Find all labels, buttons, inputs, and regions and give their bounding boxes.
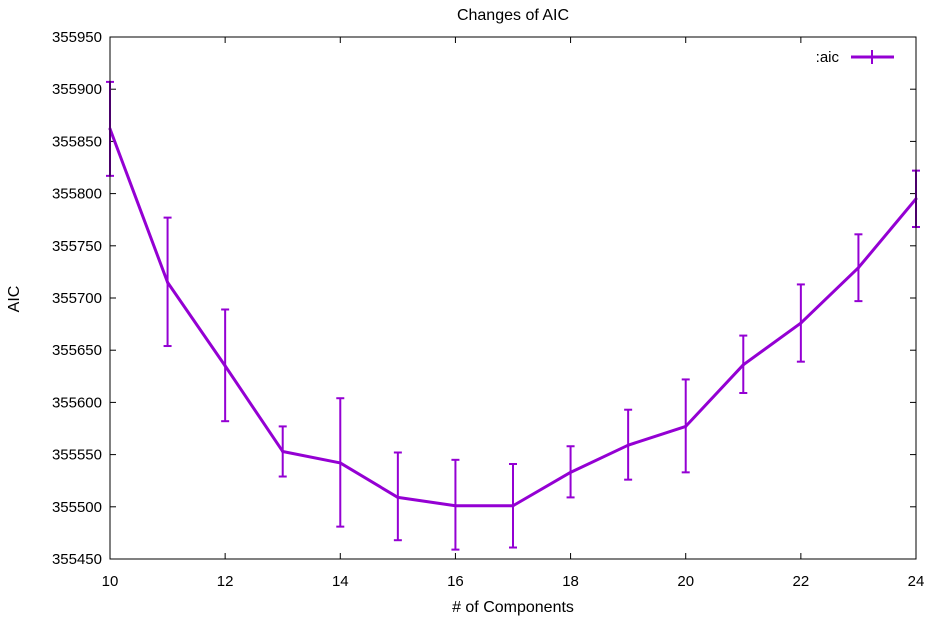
data-point bbox=[166, 280, 170, 284]
y-tick-label: 355950 bbox=[52, 29, 102, 46]
series-lines bbox=[108, 127, 918, 508]
x-tick-label: 24 bbox=[908, 573, 925, 590]
data-point bbox=[281, 449, 285, 453]
error-bars bbox=[106, 80, 920, 551]
x-tick-label: 12 bbox=[217, 573, 234, 590]
data-point bbox=[396, 495, 400, 499]
legend-label-aic: :aic bbox=[816, 49, 840, 66]
x-tick-label: 16 bbox=[447, 573, 464, 590]
x-tick-label: 20 bbox=[677, 573, 694, 590]
data-point bbox=[453, 504, 457, 508]
y-tick-label: 355550 bbox=[52, 447, 102, 464]
data-point bbox=[511, 504, 515, 508]
y-tick-label: 355800 bbox=[52, 186, 102, 203]
data-point bbox=[223, 364, 227, 368]
axis-ticks: 10 12 14 16 18 20 22 24 355450 355500 355550 355600… bbox=[52, 29, 924, 590]
x-axis-label: # of Components bbox=[452, 599, 574, 616]
data-point bbox=[856, 266, 860, 270]
y-tick-label: 355600 bbox=[52, 394, 102, 411]
data-point bbox=[338, 461, 342, 465]
plot-frame bbox=[109, 36, 917, 560]
legend: :aic bbox=[816, 49, 894, 66]
chart-title: Changes of AIC bbox=[457, 7, 569, 24]
y-tick-label: 355650 bbox=[52, 342, 102, 359]
y-tick-label: 355900 bbox=[52, 81, 102, 98]
x-tick-label: 22 bbox=[793, 573, 810, 590]
series-line-aic bbox=[108, 128, 918, 508]
y-tick-label: 355750 bbox=[52, 238, 102, 255]
y-tick-label: 355500 bbox=[52, 499, 102, 516]
y-tick-label: 355850 bbox=[52, 133, 102, 150]
data-point bbox=[569, 470, 573, 474]
y-axis-label: AIC bbox=[6, 286, 23, 313]
x-tick-label: 14 bbox=[332, 573, 349, 590]
data-point bbox=[741, 363, 745, 367]
data-point bbox=[626, 443, 630, 447]
data-point bbox=[799, 321, 803, 325]
y-tick-label: 355450 bbox=[52, 551, 102, 568]
y-tick-label: 355700 bbox=[52, 290, 102, 307]
x-tick-label: 10 bbox=[102, 573, 119, 590]
data-point bbox=[684, 424, 688, 428]
x-tick-label: 18 bbox=[562, 573, 579, 590]
